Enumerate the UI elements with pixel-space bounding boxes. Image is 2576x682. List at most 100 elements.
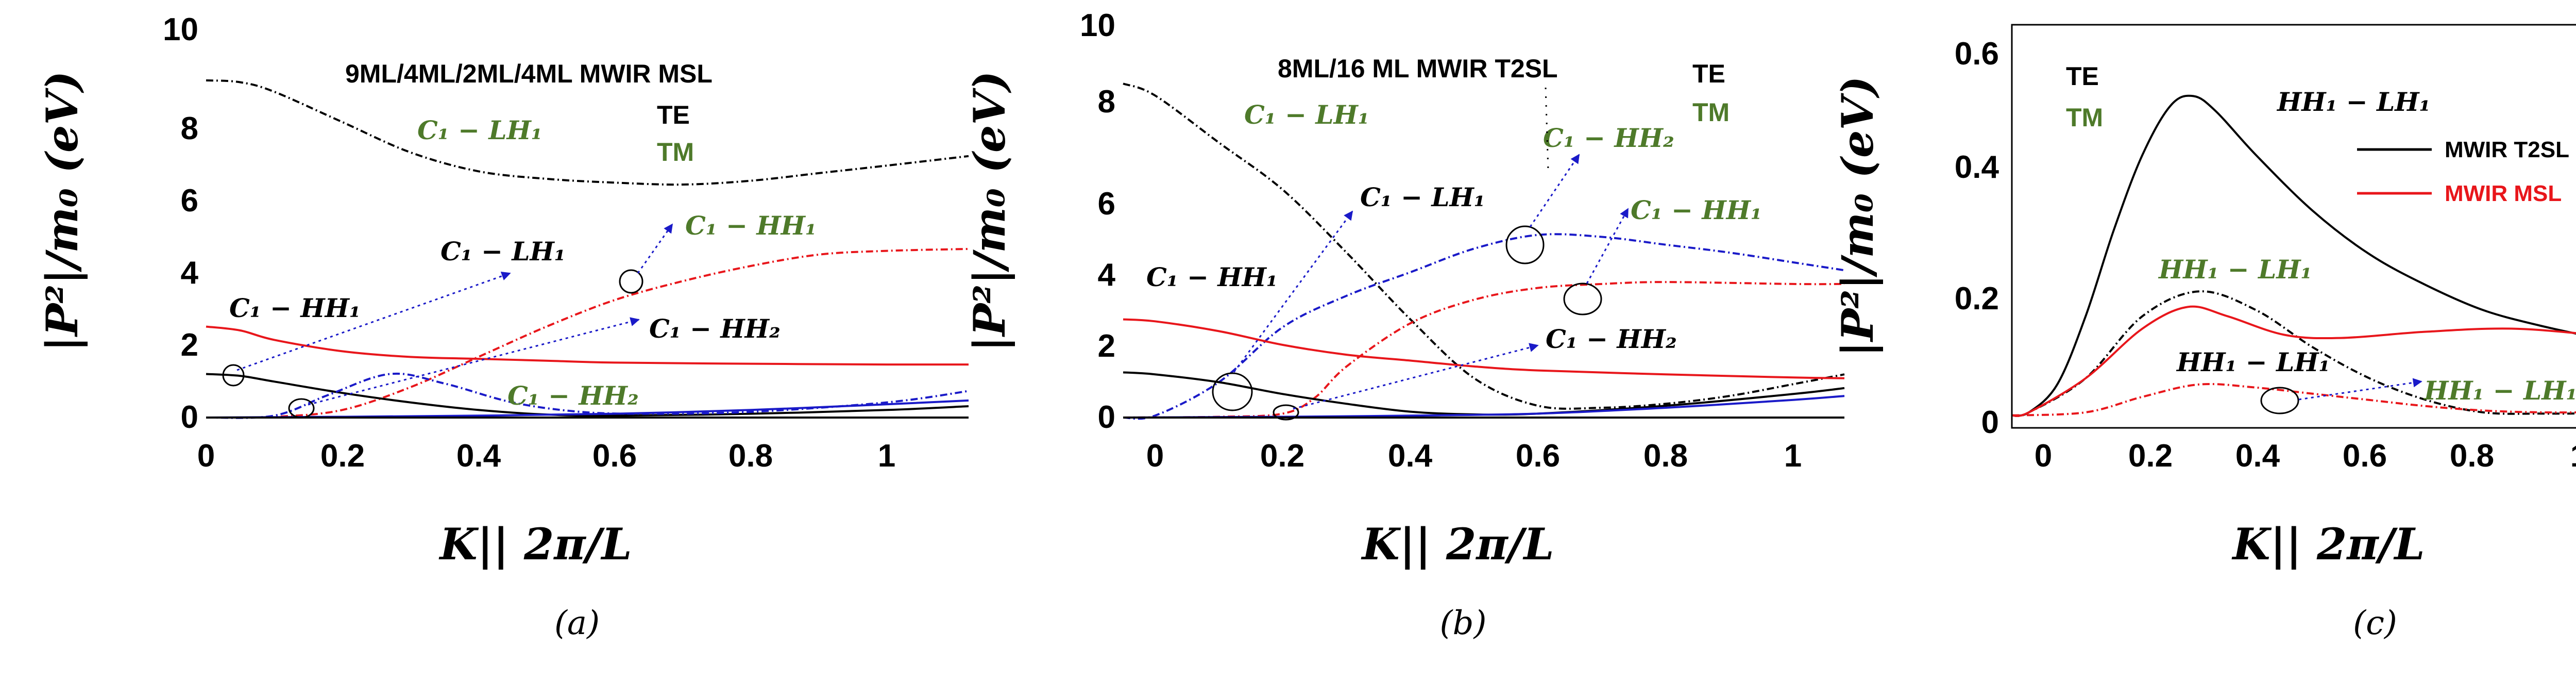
panel-a-series-1-line — [206, 325, 969, 366]
panel-c-xaxis: 0 0.2 0.4 0.6 0.8 1 — [2035, 438, 2576, 474]
panel-a-ytick: 4 — [181, 255, 199, 291]
panel-b-series — [1123, 82, 1845, 420]
panel-b-ytick: 6 — [1098, 186, 1115, 222]
panel-c-frame — [2011, 24, 2576, 429]
panel-b-series-3-line — [1123, 281, 1845, 419]
panel-b-xtick: 0.8 — [1643, 438, 1688, 474]
panel-a-ytick: 10 — [163, 12, 198, 47]
panel-a-ytick: 8 — [181, 111, 198, 146]
panel-b-annotation: C₁ − LH₁ — [1244, 99, 1369, 130]
panel-c-xtick: 0.4 — [2235, 438, 2280, 474]
panel-c-series-1-line — [2011, 290, 2576, 418]
panel-b-series-2-line — [1123, 318, 1845, 379]
panel-b-series-0-line — [1123, 82, 1845, 410]
panel-b-title: 8ML/16 ML MWIR T2SL — [1278, 54, 1558, 83]
panel-a-xtick: 0.2 — [320, 438, 365, 474]
panel-b-annotation: C₁ − HH₁ — [1631, 195, 1762, 225]
panel-c-xtick: 0.2 — [2128, 438, 2173, 474]
panel-a-xtick: 0.8 — [728, 438, 773, 474]
panel-c-legend: MWIR T2SL MWIR MSL — [2357, 137, 2569, 206]
panel-b-marker-ellipse — [1505, 225, 1545, 264]
panel-c-pointer-arrow — [2298, 378, 2422, 401]
panel-c-yaxis: 0 0.2 0.4 0.6 — [1955, 36, 1999, 440]
panel-b-pointer-arrow — [1529, 154, 1580, 227]
panel-a-marker-ellipse — [619, 269, 643, 294]
panel-c-annotation: HH₁ − LH₁ — [2176, 347, 2330, 377]
panel-a-xtick: 0.4 — [456, 438, 501, 474]
panel-a-pointer-arrow — [236, 271, 511, 371]
panel-c-plot-frame — [2011, 24, 2576, 429]
panel-c-series-2-line — [2011, 305, 2576, 418]
panel-b-ytick: 0 — [1098, 400, 1115, 435]
panel-c-xtick: 0.6 — [2343, 438, 2387, 474]
panel-a-te-label: TE — [657, 101, 690, 129]
panel-c-xlabel: K|| 2π/L — [2231, 519, 2425, 570]
panel-c-ytick: 0.6 — [1955, 36, 1999, 72]
panel-c-tm-label: TM — [2066, 103, 2103, 132]
panel-a-series — [206, 79, 969, 419]
panel-a-xaxis: 0 0.2 0.4 0.6 0.8 1 — [197, 417, 969, 474]
panel-c-marker-ellipse — [2260, 387, 2299, 414]
panel-a-title: 9ML/4ML/2ML/4ML MWIR MSL — [345, 59, 713, 88]
panel-c-ylabel: |P²|/m₀ (eV) — [1832, 76, 1884, 357]
panel-b-caption: (b) — [1440, 604, 1487, 642]
panel-a-annotation: C₁ − LH₁ — [440, 236, 566, 267]
panel-a-series-0-line — [206, 79, 969, 186]
panel-a-annotation: C₁ − HH₁ — [685, 210, 817, 241]
panel-b-xtick: 1 — [1784, 438, 1802, 474]
panel-b-xtick: 0 — [1146, 438, 1164, 474]
panel-c-te-label: TE — [2066, 62, 2099, 91]
panel-b-marker-ellipse — [1273, 404, 1299, 421]
panel-a-xtick: 1 — [878, 438, 895, 474]
panel-a-pointer-arrow — [308, 317, 640, 406]
panel-a-annotation: C₁ − HH₂ — [649, 313, 781, 344]
panel-b-pointer-arrow — [1586, 208, 1629, 284]
panel-b-xlabel: K|| 2π/L — [1361, 519, 1554, 570]
panel-a-series-2-line — [206, 247, 969, 419]
panel-c: 0 0.2 0.4 0.6 0.8 1 0 0.2 0.4 0.6 |P²|/m… — [1832, 24, 2576, 642]
panel-c-annotation: HH₁ − LH₁ — [2276, 87, 2430, 117]
panel-c-xtick: 0 — [2035, 438, 2052, 474]
legend-label-mwir-t2sl: MWIR T2SL — [2445, 137, 2569, 162]
panel-b-pointer-arrow — [1293, 343, 1539, 410]
legend-label-mwir-msl: MWIR MSL — [2445, 181, 2562, 206]
panel-b-annotation: C₁ − HH₂ — [1543, 123, 1674, 153]
panel-a-ytick: 6 — [181, 183, 198, 219]
panel-a-annotation: C₁ − HH₁ — [229, 293, 361, 323]
panel-b-yaxis: 0 2 4 6 8 10 — [1080, 8, 1115, 435]
panel-b-annotation: C₁ − HH₁ — [1146, 262, 1278, 292]
panel-a-marker-ellipse — [288, 398, 315, 419]
panel-c-xtick: 0.8 — [2450, 438, 2494, 474]
panel-a-series-4-line — [206, 372, 969, 419]
panel-b-ytick: 8 — [1098, 84, 1115, 120]
panel-b-xtick: 0.2 — [1260, 438, 1304, 474]
panel-a-ytick: 2 — [181, 327, 198, 363]
panel-b-xtick: 0.4 — [1388, 438, 1433, 474]
panel-b-marker-ellipse — [1212, 372, 1253, 411]
panel-c-ytick: 0.2 — [1955, 281, 1999, 317]
panel-c-series-0-line — [2011, 94, 2576, 417]
panel-a-caption: (a) — [554, 604, 600, 642]
panel-a-yaxis: 0 2 4 6 8 10 — [163, 12, 198, 435]
panel-b-ytick: 2 — [1098, 328, 1115, 364]
panel-a-ytick: 0 — [181, 400, 198, 435]
panel-b-pointer-arrow — [1233, 210, 1353, 373]
panel-c-ytick: 0 — [1981, 405, 1999, 440]
panel-a-annotation: C₁ − LH₁ — [417, 115, 543, 145]
panel-c-caption: (c) — [2353, 604, 2397, 642]
panel-a-series-3-line — [206, 373, 969, 417]
panel-a-pointer-arrow — [637, 223, 673, 274]
panel-a-annotation: C₁ − HH₂ — [507, 380, 639, 411]
panel-b-tm-label: TM — [1692, 98, 1730, 127]
panel-c-series-3-line — [2011, 382, 2576, 417]
panel-b: 0 0.2 0.4 0.6 0.8 1 0 2 4 6 8 10 |P²|/m₀… — [964, 8, 1845, 642]
panel-b-ylabel: |P²|/m₀ (eV) — [964, 71, 1015, 352]
panel-a-ylabel: |P²|/m₀ (eV) — [37, 71, 88, 352]
panel-a-tm-label: TM — [657, 138, 694, 167]
panel-c-xtick: 1 — [2570, 438, 2576, 474]
panel-c-series — [2011, 94, 2576, 418]
panel-b-xaxis: 0 0.2 0.4 0.6 0.8 1 — [1123, 417, 1844, 474]
panel-b-marker-ellipse — [1563, 282, 1602, 315]
panel-a-marker-ellipse — [222, 364, 245, 387]
